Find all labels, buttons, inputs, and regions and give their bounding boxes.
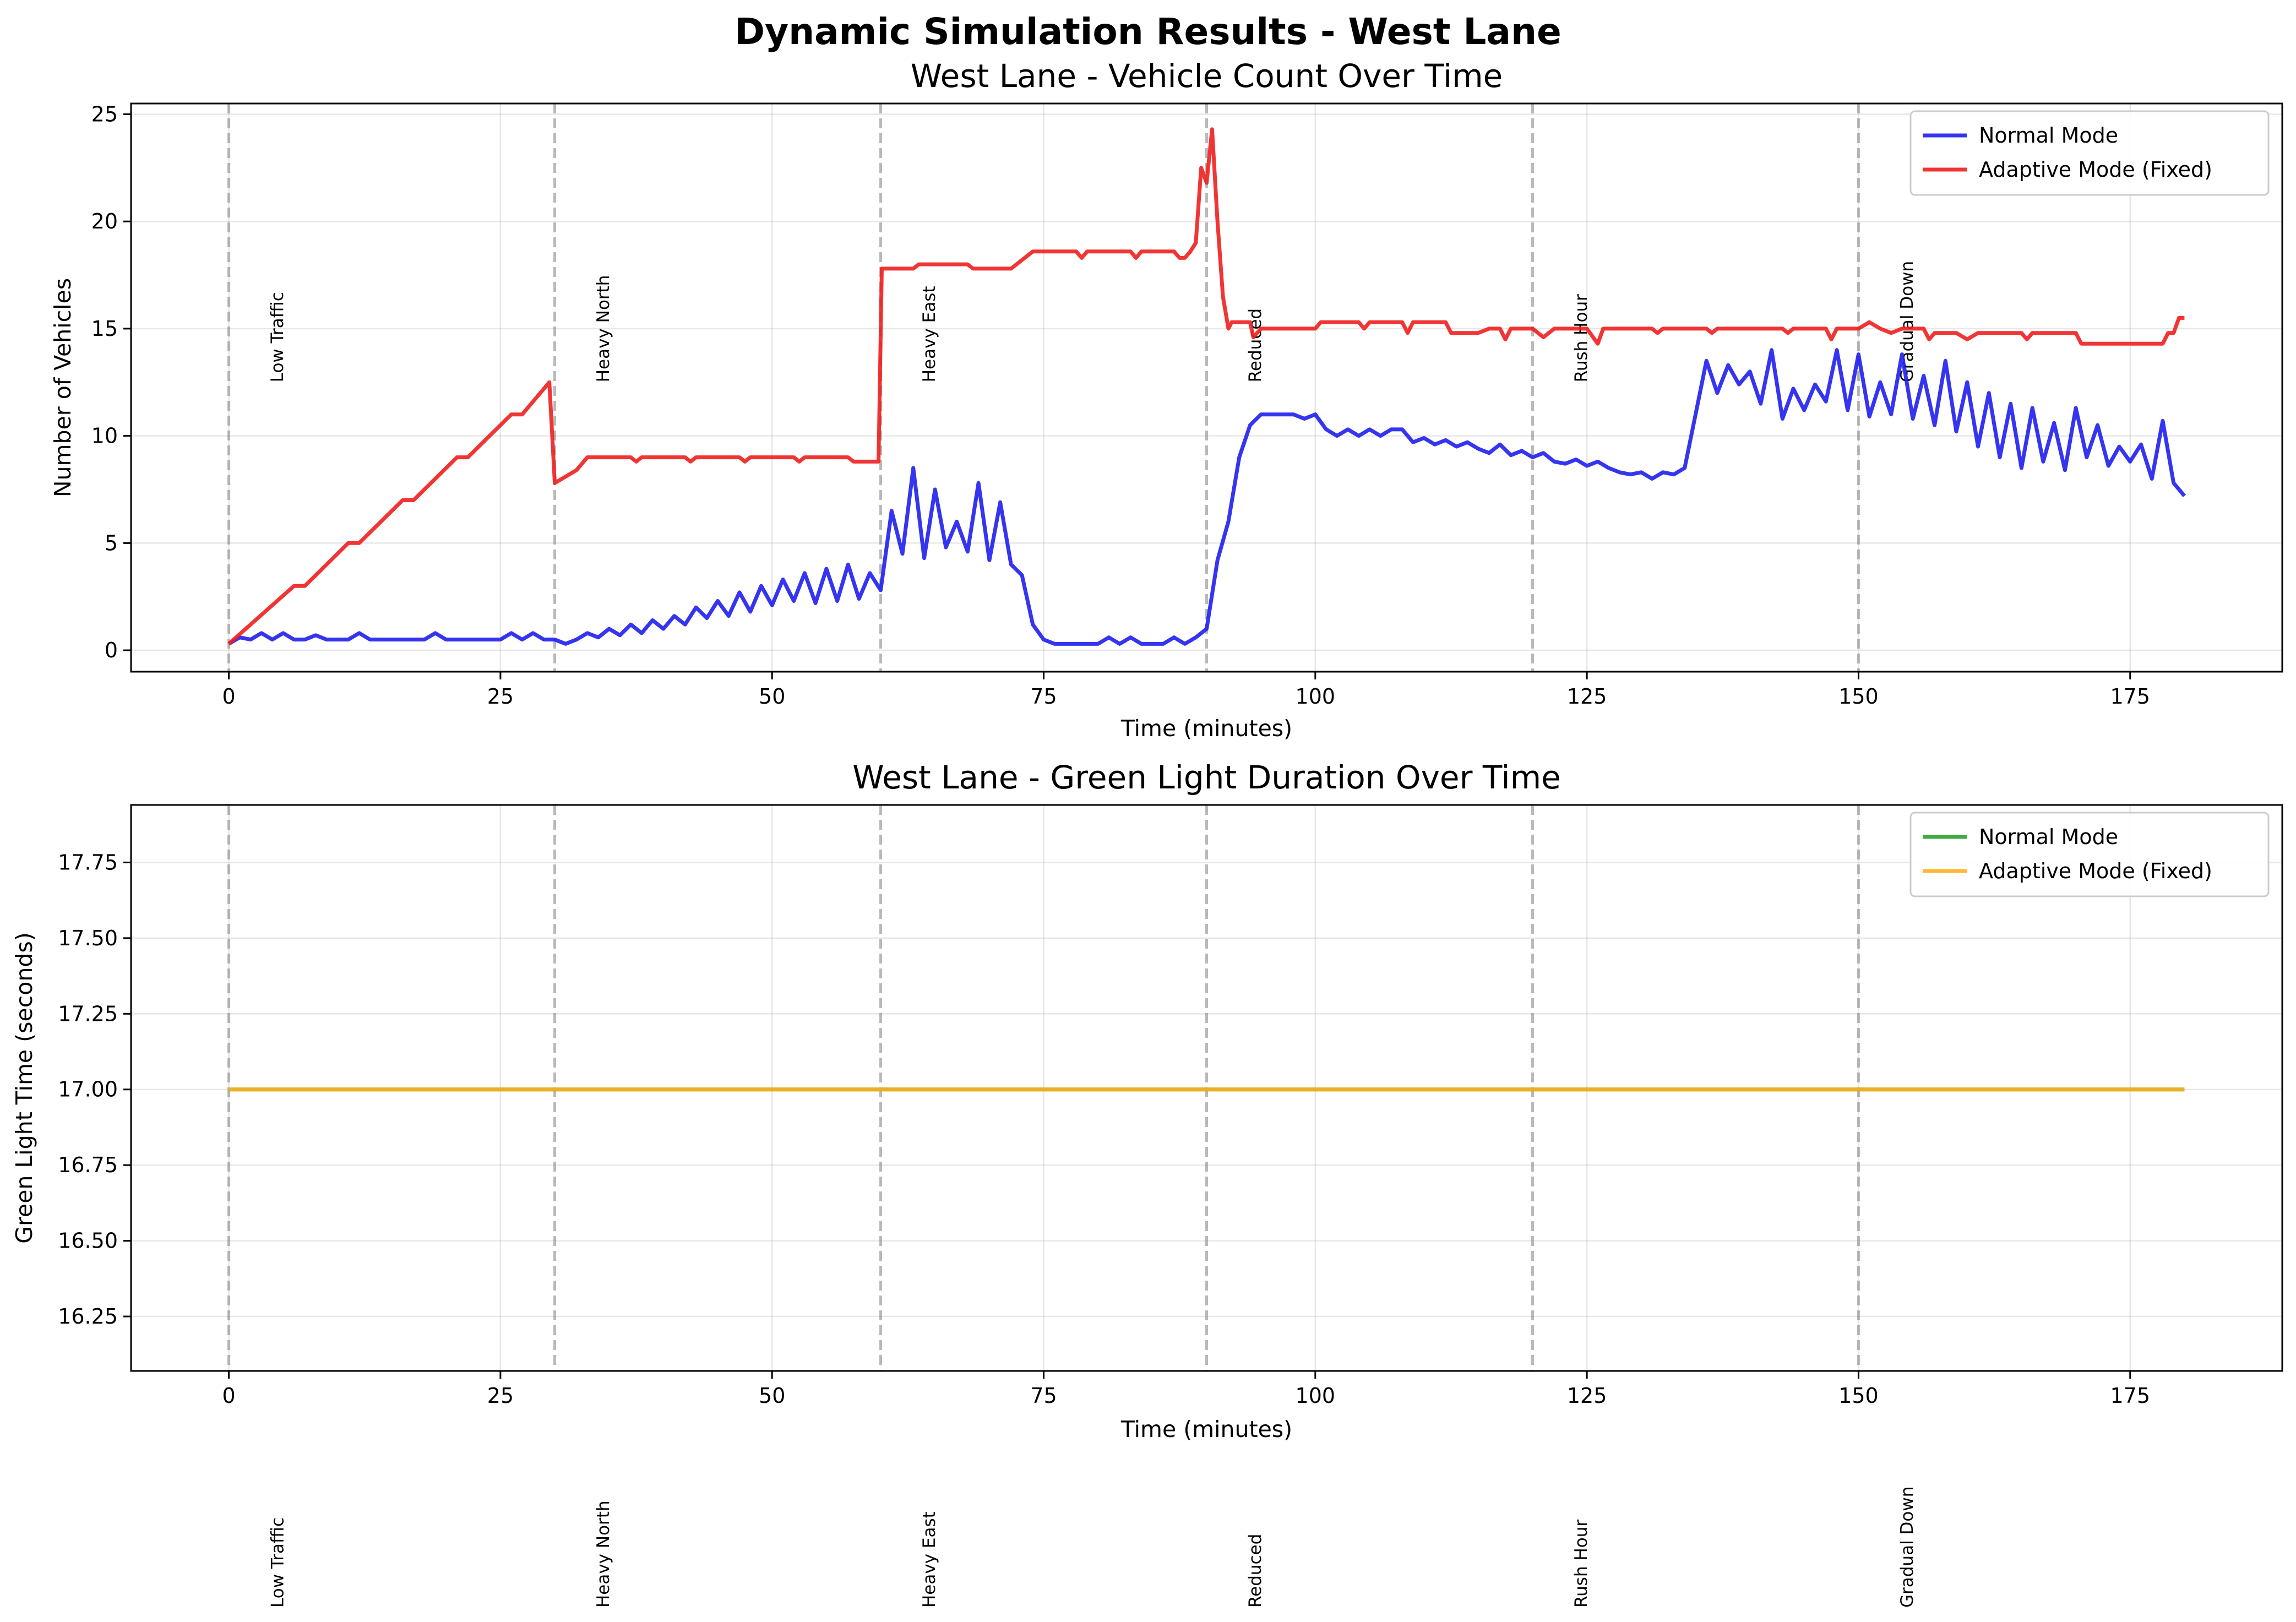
x-axis-label: Time (minutes) — [1120, 715, 1292, 742]
y-tick-label: 16.75 — [58, 1153, 118, 1177]
chart-title: West Lane - Vehicle Count Over Time — [911, 57, 1503, 95]
bottom-phase-label: Gradual Down — [1897, 1487, 1917, 1608]
legend-label: Normal Mode — [1979, 825, 2118, 849]
x-tick-label: 175 — [2110, 1384, 2150, 1408]
x-tick-label: 0 — [222, 684, 235, 709]
legend-box — [1909, 812, 2270, 897]
y-tick-label: 0 — [105, 638, 118, 662]
phase-label: Heavy North — [594, 275, 613, 383]
x-tick-label: 100 — [1296, 1384, 1336, 1408]
y-tick-label: 17.00 — [58, 1077, 118, 1102]
bottom-phase-label: Heavy North — [594, 1500, 613, 1608]
legend-box — [1909, 110, 2270, 196]
phase-label: Reduced — [1245, 308, 1265, 382]
bottom-phase-label: Heavy East — [920, 1511, 939, 1608]
x-tick-label: 75 — [1030, 1384, 1057, 1408]
series-line-adaptive-mode — [227, 127, 2185, 646]
y-tick-label: 17.75 — [58, 850, 118, 874]
x-tick-label: 25 — [487, 1384, 514, 1408]
phase-label: Low Traffic — [268, 292, 287, 382]
plot-area-frame — [130, 102, 2283, 673]
x-tick-label: 50 — [759, 684, 785, 709]
y-tick-label: 17.50 — [58, 926, 118, 950]
y-tick-label: 10 — [91, 424, 118, 448]
y-tick-label: 20 — [91, 209, 118, 233]
y-axis-label: Number of Vehicles — [50, 278, 76, 497]
x-tick-label: 75 — [1030, 684, 1057, 709]
green-light-chart: 0 25 50 75 100 125 150 175 16.25 16.50 16.75 17.00 1… — [11, 759, 2283, 1443]
x-tick-label: 125 — [1567, 684, 1607, 709]
x-tick-label: 175 — [2110, 684, 2150, 709]
vehicle-count-chart: Low Traffic Heavy North Heavy East Reduced R… — [50, 57, 2283, 742]
phase-label: Rush Hour — [1571, 294, 1591, 382]
phase-label-strip: Low Traffic Heavy North Heavy East Reduced R… — [268, 1487, 1917, 1608]
chart-title: West Lane - Green Light Duration Over Ti… — [852, 759, 1561, 796]
y-tick-label: 25 — [91, 102, 118, 126]
bottom-phase-label: Rush Hour — [1571, 1520, 1591, 1608]
legend-label: Adaptive Mode (Fixed) — [1979, 859, 2212, 883]
phase-label: Heavy East — [920, 286, 939, 382]
y-tick-label: 5 — [105, 531, 118, 555]
series-line-normal-mode — [227, 348, 2186, 646]
x-tick-label: 125 — [1567, 1384, 1607, 1408]
y-axis-label: Green Light Time (seconds) — [11, 932, 37, 1244]
x-tick-label: 0 — [222, 1384, 235, 1408]
y-tick-label: 16.50 — [58, 1229, 118, 1253]
plot-area-frame — [130, 804, 2283, 1372]
figure-suptitle: Dynamic Simulation Results - West Lane — [734, 10, 1561, 53]
x-tick-label: 25 — [487, 684, 514, 709]
x-tick-label: 150 — [1838, 1384, 1879, 1408]
y-tick-label: 15 — [91, 317, 118, 341]
x-tick-label: 50 — [759, 1384, 785, 1408]
bottom-phase-label: Reduced — [1245, 1534, 1265, 1608]
legend-label: Normal Mode — [1979, 123, 2118, 148]
x-tick-label: 150 — [1838, 684, 1879, 709]
y-tick-label: 16.25 — [58, 1304, 118, 1329]
bottom-phase-label: Low Traffic — [268, 1517, 287, 1608]
x-axis-label: Time (minutes) — [1120, 1416, 1292, 1443]
legend-label: Adaptive Mode (Fixed) — [1979, 157, 2212, 182]
y-tick-label: 17.25 — [58, 1001, 118, 1026]
x-tick-label: 100 — [1296, 684, 1336, 709]
